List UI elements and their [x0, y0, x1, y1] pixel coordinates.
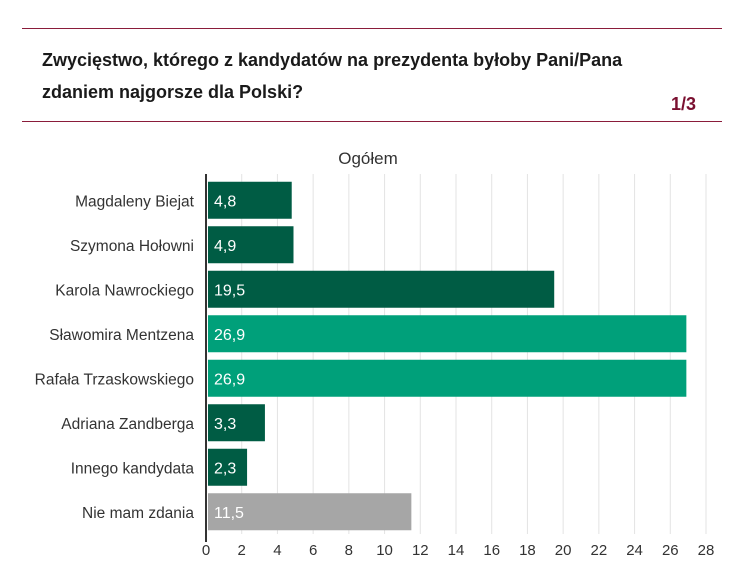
bar-value-label: 4,8	[214, 193, 236, 210]
bar	[208, 404, 265, 442]
bar-value-label: 3,3	[214, 416, 236, 433]
x-axis-ticks: 0 2 4 6 8 10 12 14 16 18 20 22 24 26 28	[202, 542, 715, 559]
bar-value-label: 4,9	[214, 238, 236, 255]
bar	[208, 448, 248, 486]
x-tick-label: 10	[376, 542, 393, 559]
x-tick-label: 22	[591, 542, 608, 559]
x-tick-label: 8	[345, 542, 353, 559]
category-label: Nie mam zdania	[82, 505, 194, 522]
bars: 4,8 4,9 19,5 26,9 26,9 3,3 2,3 11,5	[208, 181, 687, 531]
x-tick-label: 24	[626, 542, 643, 559]
survey-question: Zwycięstwo, którego z kandydatów na prez…	[42, 50, 623, 102]
bar	[208, 270, 555, 308]
bar	[208, 315, 687, 353]
x-tick-label: 2	[238, 542, 246, 559]
x-tick-label: 16	[483, 542, 500, 559]
x-tick-label: 6	[309, 542, 317, 559]
bar-chart: Ogółem 4,8 4,9 19,5 26,9 26,9 3,3 2,3 11,5 Magd…	[35, 149, 715, 559]
bar	[208, 226, 294, 264]
category-label: Rafała Trzaskowskiego	[35, 371, 194, 388]
x-tick-label: 28	[698, 542, 715, 559]
bar-value-label: 11,5	[214, 505, 244, 522]
x-tick-label: 14	[448, 542, 465, 559]
bar-value-label: 26,9	[214, 327, 245, 344]
bar-value-label: 26,9	[214, 371, 245, 388]
top-divider	[22, 28, 722, 29]
category-labels: Magdaleny Biejat Szymona Hołowni Karola Na…	[35, 193, 195, 522]
bar-value-label: 19,5	[214, 282, 245, 299]
x-tick-label: 20	[555, 542, 572, 559]
bar	[208, 493, 412, 531]
category-label: Innego kandydata	[71, 460, 195, 477]
bar	[208, 181, 292, 219]
category-label: Sławomira Mentzena	[49, 327, 194, 344]
category-label: Magdaleny Biejat	[75, 193, 195, 210]
header-divider	[22, 121, 722, 122]
category-label: Szymona Hołowni	[70, 238, 194, 255]
page-indicator: 1/3	[670, 94, 696, 114]
x-tick-label: 12	[412, 542, 429, 559]
x-tick-label: 4	[273, 542, 281, 559]
category-label: Adriana Zandberga	[61, 416, 194, 433]
bar-value-label: 2,3	[214, 460, 236, 477]
x-tick-label: 26	[662, 542, 679, 559]
chart-title: Ogółem	[338, 149, 398, 168]
bar	[208, 359, 687, 397]
grid-lines	[241, 174, 707, 534]
x-tick-label: 0	[202, 542, 210, 559]
category-label: Karola Nawrockiego	[55, 282, 194, 299]
x-tick-label: 18	[519, 542, 536, 559]
